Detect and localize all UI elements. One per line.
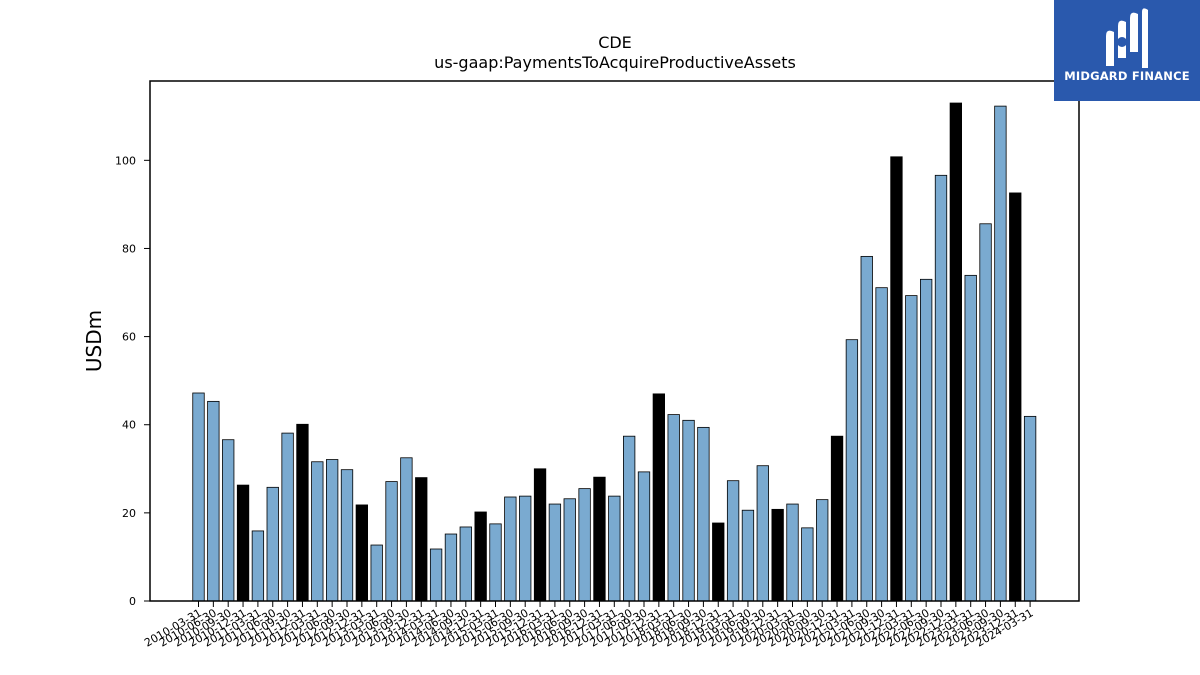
midgard-logo-icon: [1106, 8, 1148, 68]
y-tick-label: 40: [122, 419, 136, 432]
bars-group: [192, 102, 1037, 602]
bar: [563, 498, 576, 602]
bar: [920, 278, 933, 602]
plot-frame: [149, 80, 1080, 602]
bar: [207, 400, 220, 602]
y-axis-label: USDm: [82, 310, 106, 372]
bar: [385, 481, 398, 602]
bar: [429, 548, 443, 602]
bar: [444, 533, 458, 602]
bar: [355, 504, 369, 602]
bar: [667, 414, 680, 602]
bar: [979, 223, 992, 602]
y-tick-label: 100: [115, 154, 136, 167]
bar: [741, 509, 755, 602]
bar: [340, 469, 354, 602]
logo-text: MIDGARD FINANCE: [1064, 69, 1190, 83]
bar: [860, 255, 873, 602]
bar: [771, 508, 784, 602]
y-tick-label: 20: [122, 507, 136, 520]
bar: [236, 484, 250, 602]
bar: [637, 471, 651, 602]
bar: [548, 503, 562, 602]
chart-title: CDE: [598, 33, 632, 52]
bar: [712, 522, 725, 602]
bar: [964, 274, 977, 602]
bar: [325, 459, 339, 602]
bar: [474, 511, 487, 602]
bar: [801, 527, 814, 602]
bar: [311, 461, 324, 602]
bar: [816, 499, 829, 602]
bar: [949, 102, 962, 602]
bar: [519, 495, 532, 602]
bar: [578, 488, 591, 602]
bar: [192, 392, 205, 602]
bar: [593, 476, 606, 602]
bar: [756, 465, 769, 602]
bar: [652, 393, 665, 602]
bar: [415, 477, 428, 602]
bar: [266, 486, 279, 602]
bar: [1023, 415, 1037, 602]
bar: [251, 530, 265, 602]
bar: [623, 435, 636, 602]
bar: [459, 526, 472, 602]
bar: [608, 495, 621, 602]
bar: [934, 174, 948, 602]
bar: [890, 156, 903, 602]
x-axis-ticks: 2010-03-312010-06-302010-09-302010-12-31…: [142, 601, 1036, 650]
y-tick-label: 60: [122, 331, 136, 344]
bar: [504, 496, 517, 602]
bar: [400, 457, 413, 602]
bar: [875, 287, 888, 602]
bar: [281, 432, 294, 602]
bar: [697, 426, 710, 602]
bar: [682, 419, 695, 602]
bar: [222, 439, 235, 602]
y-tick-label: 80: [122, 242, 136, 255]
bar: [1009, 192, 1022, 602]
bar: [370, 544, 383, 602]
y-tick-label: 0: [129, 595, 136, 608]
bar: [994, 105, 1007, 602]
bar: [533, 468, 547, 602]
chart-subtitle: us-gaap:PaymentsToAcquireProductiveAsset…: [434, 53, 796, 72]
bar: [489, 523, 502, 602]
bar: [830, 435, 844, 602]
bar: [786, 503, 799, 602]
bar: [726, 480, 740, 602]
bar: [845, 339, 859, 602]
brand-logo: MIDGARD FINANCE: [1054, 0, 1200, 101]
bar: [296, 423, 309, 602]
y-axis-ticks: 0 20 40 60 80 100: [115, 154, 150, 608]
bar: [905, 295, 918, 602]
